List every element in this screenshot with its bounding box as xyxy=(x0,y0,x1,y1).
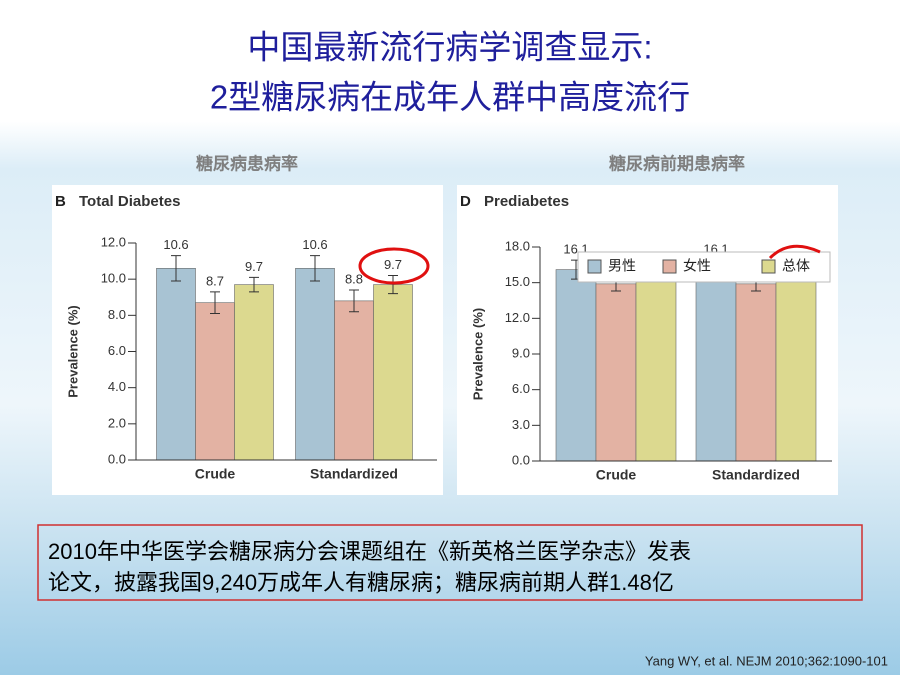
y-tick-label: 0.0 xyxy=(108,451,126,466)
panel-label: D xyxy=(460,193,471,210)
legend-swatch xyxy=(662,259,677,274)
y-tick-label: 6.0 xyxy=(108,343,126,358)
y-tick-label: 10.0 xyxy=(101,271,126,286)
legend-label: 总体 xyxy=(782,258,810,274)
chart-title: Total Diabetes xyxy=(79,193,180,210)
value-label: 10.6 xyxy=(302,237,327,252)
bar xyxy=(156,268,196,461)
y-tick-label: 3.0 xyxy=(512,417,530,432)
bar xyxy=(195,302,235,461)
y-axis-label: Prevalence (%) xyxy=(470,308,485,401)
value-label: 8.7 xyxy=(206,273,224,288)
error-bar xyxy=(310,255,320,282)
note-text: 论文，披露我国9,240万成年人有糖尿病；糖尿病前期人群1.48亿 xyxy=(48,570,674,595)
note-text: 2010年中华医学会糖尿病分会课题组在《新英格兰医学杂志》发表 xyxy=(48,539,691,564)
legend-box xyxy=(577,251,831,283)
bar xyxy=(735,283,777,462)
bar xyxy=(595,283,637,462)
y-tick-label: 12.0 xyxy=(505,310,530,325)
note-box xyxy=(37,524,863,601)
y-axis-label: Prevalence (%) xyxy=(65,305,80,398)
bar xyxy=(295,268,335,461)
highlight-circle xyxy=(358,247,430,285)
legend-swatch xyxy=(587,259,602,274)
chart-title: Prediabetes xyxy=(484,193,569,210)
y-tick-label: 18.0 xyxy=(505,238,530,253)
bar xyxy=(334,300,374,461)
bar xyxy=(555,269,597,462)
legend-label: 女性 xyxy=(683,258,711,274)
chart-heading: 糖尿病前期患病率 xyxy=(609,153,745,173)
error-bar xyxy=(249,276,259,293)
highlight-circle xyxy=(768,244,821,260)
slide-title: 2型糖尿病在成年人群中高度流行 xyxy=(210,79,690,116)
y-tick-label: 12.0 xyxy=(101,234,126,249)
value-label: 9.7 xyxy=(245,259,263,274)
x-tick-label: Standardized xyxy=(310,466,398,482)
error-bar xyxy=(349,289,359,313)
panel-label: B xyxy=(55,193,66,210)
bar xyxy=(775,276,817,462)
y-tick-label: 8.0 xyxy=(108,307,126,322)
value-label: 10.6 xyxy=(163,237,188,252)
y-tick-label: 15.0 xyxy=(505,274,530,289)
x-tick-label: Crude xyxy=(195,466,236,482)
x-tick-label: Standardized xyxy=(712,467,800,483)
bar xyxy=(234,284,274,461)
error-bar xyxy=(388,275,398,295)
bar xyxy=(373,284,413,461)
slide-title: 中国最新流行病学调查显示: xyxy=(247,29,652,66)
bar xyxy=(635,276,677,462)
value-label: 8.8 xyxy=(345,271,363,286)
error-bar xyxy=(210,291,220,315)
legend-label: 男性 xyxy=(608,258,636,274)
y-tick-label: 9.0 xyxy=(512,345,530,360)
bar xyxy=(695,269,737,462)
value-label: 9.7 xyxy=(384,257,402,272)
charts: 糖尿病患病率 B Total Diabetes Prevalence (%) 0.0 2.… xyxy=(52,153,838,495)
citation: Yang WY, et al. NEJM 2010;362:1090-101 xyxy=(645,653,888,668)
y-tick-label: 0.0 xyxy=(512,452,530,467)
legend-swatch xyxy=(761,259,776,274)
y-tick-label: 2.0 xyxy=(108,415,126,430)
error-bar xyxy=(171,255,181,282)
y-tick-label: 4.0 xyxy=(108,379,126,394)
y-tick-label: 6.0 xyxy=(512,381,530,396)
x-tick-label: Crude xyxy=(596,467,637,483)
chart-heading: 糖尿病患病率 xyxy=(196,153,298,173)
